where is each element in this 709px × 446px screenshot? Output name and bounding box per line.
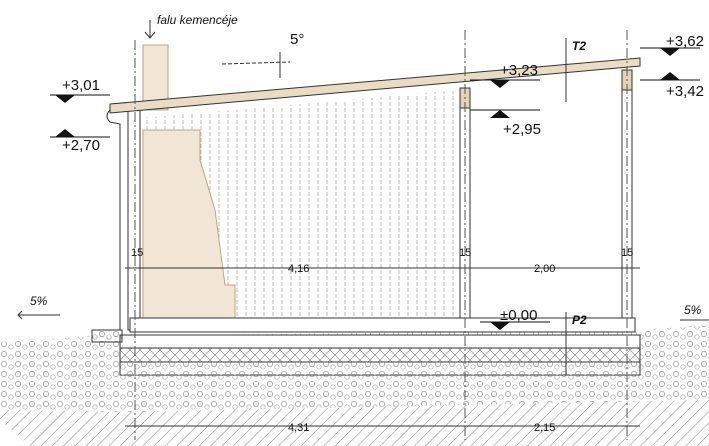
section-mark: T2 xyxy=(572,39,586,53)
level: ±0,00 xyxy=(500,307,537,324)
ground xyxy=(0,325,709,446)
level: +3,62 xyxy=(666,33,704,50)
axis-lines xyxy=(134,30,628,440)
slope: 5% xyxy=(684,303,702,317)
level: +3,42 xyxy=(666,83,704,100)
dimension: 4,16 xyxy=(288,263,309,275)
dimension: 15 xyxy=(131,247,143,259)
dimension-lines xyxy=(17,20,709,427)
level: +3,01 xyxy=(62,77,100,94)
level-markers xyxy=(50,47,700,330)
section-mark: P2 xyxy=(572,313,587,327)
dimension: 15 xyxy=(459,247,471,259)
dimension: 2,15 xyxy=(534,422,555,434)
dimension: 4,31 xyxy=(288,422,309,434)
level: +3,23 xyxy=(500,62,538,79)
dimension: 2,00 xyxy=(534,263,555,275)
dimension: 15 xyxy=(621,247,633,259)
level: +2,95 xyxy=(503,121,541,138)
oven-label: falu kemencéje xyxy=(157,13,238,27)
roof-slope: 5° xyxy=(290,31,304,48)
slope: 5% xyxy=(30,294,48,308)
building xyxy=(91,44,641,343)
level: +2,70 xyxy=(62,137,100,154)
